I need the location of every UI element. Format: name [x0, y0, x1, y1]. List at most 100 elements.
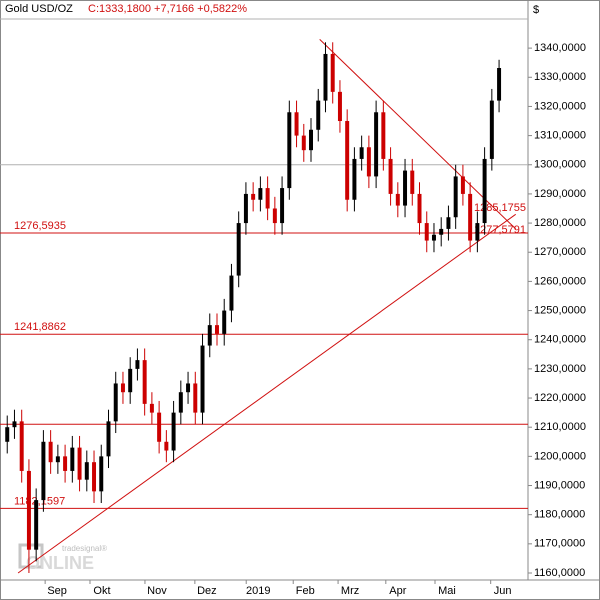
candle-body — [403, 170, 408, 206]
x-tick-label: Okt — [93, 585, 110, 597]
y-tick-label: 1290,0000 — [534, 188, 586, 200]
candle-body — [251, 193, 256, 200]
candle-body — [92, 462, 97, 492]
candle-body — [489, 100, 494, 159]
candle-body — [410, 170, 415, 194]
y-tick-label: 1240,0000 — [534, 334, 586, 346]
y-tick-label: 1210,0000 — [534, 421, 586, 433]
candle-body — [193, 383, 198, 413]
candle-body — [345, 121, 350, 200]
candle-body — [70, 447, 75, 471]
candle-body — [460, 176, 465, 194]
candle-body — [149, 403, 154, 413]
level-label: 1276,5935 — [14, 220, 66, 232]
y-tick-label: 1280,0000 — [534, 217, 586, 229]
candle-body — [128, 368, 133, 393]
candle-body — [157, 412, 162, 442]
candle-body — [395, 193, 400, 206]
candle-body — [236, 223, 241, 276]
x-tick-label: Apr — [389, 585, 406, 597]
x-tick-label: Feb — [296, 585, 315, 597]
candle-body — [12, 421, 17, 428]
candle-body — [120, 383, 125, 393]
candle-body — [497, 68, 502, 101]
candle-body — [229, 275, 234, 311]
candle-body — [359, 147, 364, 159]
candle-body — [19, 421, 24, 471]
candle-body — [164, 441, 169, 451]
candle-body — [200, 345, 205, 413]
candle-body — [381, 112, 386, 159]
y-tick-label: 1330,0000 — [534, 71, 586, 83]
candle-body — [258, 188, 263, 200]
candle-body — [34, 500, 39, 550]
candle-body — [417, 193, 422, 224]
candle-body — [272, 208, 277, 224]
candle-body — [265, 188, 270, 209]
candle-body — [309, 129, 314, 151]
x-tick-label: 2019 — [246, 585, 270, 597]
x-tick-label: Mai — [438, 585, 456, 597]
x-tick-label: Mrz — [341, 585, 359, 597]
candle-body — [431, 234, 436, 241]
y-tick-label: 1300,0000 — [534, 159, 586, 171]
candle-body — [63, 456, 68, 471]
chart-title: Gold USD/OZ — [5, 3, 73, 15]
candle-body — [439, 228, 444, 235]
candle-body — [475, 223, 480, 241]
candle-body — [55, 456, 60, 463]
candle-body — [388, 158, 393, 194]
level-label: 1182,1597 — [14, 495, 65, 507]
candle-body — [171, 412, 176, 451]
y-tick-label: 1310,0000 — [534, 130, 586, 142]
candle-body — [468, 193, 473, 241]
trendline — [17, 213, 516, 574]
candle-body — [337, 91, 342, 122]
brand-text: tradesignal® — [62, 544, 107, 553]
candle-body — [294, 112, 299, 136]
candle-body — [99, 456, 104, 492]
candle-body — [330, 53, 335, 92]
x-tick-label: Jun — [494, 585, 512, 597]
trendline-label: 1285,1755 — [474, 202, 526, 214]
candle-body — [135, 360, 140, 369]
candle-body — [366, 147, 371, 177]
candle-body — [243, 193, 248, 224]
candle-body — [106, 421, 111, 457]
candle-body — [374, 112, 379, 177]
y-tick-label: 1170,0000 — [534, 538, 585, 550]
chart-subtitle: C:1333,1800 +7,7166 +0,5822% — [88, 3, 247, 15]
y-tick-label: 1200,0000 — [534, 450, 586, 462]
candle-body — [352, 158, 357, 200]
y-tick-label: 1160,0000 — [534, 567, 585, 579]
trendline-label: 1277,5791 — [474, 224, 526, 236]
candle-body — [113, 383, 118, 422]
level-label: 1241,8862 — [14, 321, 66, 333]
candle-body — [301, 135, 306, 151]
brand-logo-text: ONLINE — [26, 553, 94, 573]
candle-body — [323, 53, 328, 101]
candle-body — [41, 441, 46, 501]
x-tick-label: Nov — [147, 585, 167, 597]
candle-body — [207, 325, 212, 346]
candle-body — [280, 188, 285, 224]
y-tick-label: 1250,0000 — [534, 304, 586, 316]
candle-body — [186, 383, 191, 393]
candle-body — [84, 462, 89, 480]
candle-body — [142, 360, 147, 404]
candle-body — [316, 100, 321, 130]
y-tick-label: 1270,0000 — [534, 246, 586, 258]
candle-body — [214, 325, 219, 334]
candle-body — [5, 427, 10, 442]
y-tick-label: 1230,0000 — [534, 363, 586, 375]
y-axis-label: $ — [533, 4, 539, 16]
candle-body — [26, 470, 31, 550]
y-tick-label: 1340,0000 — [534, 42, 586, 54]
y-tick-label: 1260,0000 — [534, 275, 586, 287]
x-tick-label: Sep — [47, 585, 67, 597]
candle-body — [446, 217, 451, 229]
y-tick-label: 1180,0000 — [534, 509, 585, 521]
candle-body — [178, 392, 183, 413]
